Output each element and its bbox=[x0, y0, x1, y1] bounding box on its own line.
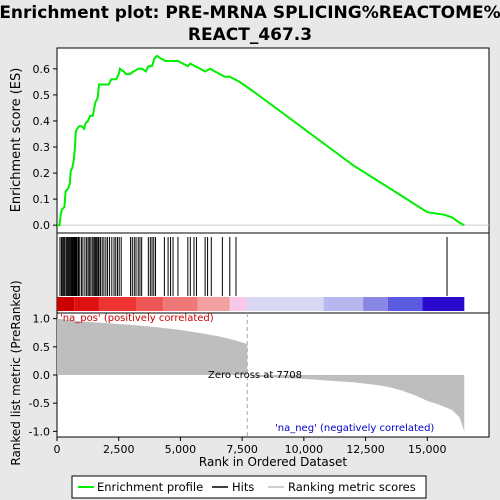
metric-y-tick-label: -0.5 bbox=[29, 397, 50, 410]
metric-y-tick-label: 0.5 bbox=[33, 341, 51, 354]
metric-y-tick-label: 1.0 bbox=[33, 313, 51, 326]
x-axis-label: Rank in Ordered Dataset bbox=[199, 455, 347, 469]
legend-ranking-metric: Ranking metric scores bbox=[288, 480, 416, 494]
es-panel: 0.0 0.1 0.2 0.3 0.4 0.5 0.6 Enrichment score (… bbox=[9, 47, 490, 234]
color-band-segment bbox=[57, 297, 75, 311]
chart-title-line1: Enrichment plot: PRE-MRNA SPLICING%REACT… bbox=[0, 3, 500, 23]
ranking-color-band bbox=[57, 297, 465, 311]
metric-y-tick-label: -1.0 bbox=[29, 425, 50, 438]
ranking-metric-area bbox=[57, 318, 465, 432]
es-y-tick-label: 0.0 bbox=[33, 219, 51, 232]
enrichment-profile-line bbox=[57, 54, 465, 227]
metric-panel: 1.0 0.5 0.0 -0.5 -1.0 0 2,500 5,000 7,500 10,000… bbox=[9, 280, 490, 469]
legend-hits: Hits bbox=[232, 480, 254, 494]
es-plot-area bbox=[56, 47, 490, 234]
hit-lines bbox=[59, 237, 448, 296]
metric-y-tick-label: 0.0 bbox=[33, 369, 51, 382]
color-band-segment bbox=[323, 297, 364, 311]
hits-panel bbox=[56, 232, 490, 314]
es-y-tick-label: 0.2 bbox=[33, 167, 51, 180]
color-band-segment bbox=[247, 297, 324, 311]
es-y-axis: 0.0 0.1 0.2 0.3 0.4 0.5 0.6 bbox=[33, 63, 57, 232]
metric-y-axis: 1.0 0.5 0.0 -0.5 -1.0 bbox=[29, 313, 57, 438]
es-y-tick-label: 0.3 bbox=[33, 141, 51, 154]
negative-correlation-label: 'na_neg' (negatively correlated) bbox=[275, 423, 434, 434]
color-band-segment bbox=[163, 297, 198, 311]
color-band-segment bbox=[229, 297, 248, 311]
rank-x-tick-label: 0 bbox=[54, 443, 61, 456]
es-y-tick-label: 0.1 bbox=[33, 193, 51, 206]
rank-x-tick-label: 15,000 bbox=[408, 443, 447, 456]
color-band-segment bbox=[197, 297, 230, 311]
legend-box bbox=[71, 475, 427, 499]
color-band-segment bbox=[387, 297, 423, 311]
color-band-segment bbox=[363, 297, 388, 311]
positive-correlation-label: 'na_pos' (positively correlated) bbox=[60, 313, 214, 324]
rank-x-tick-label: 7,500 bbox=[226, 443, 258, 456]
rank-x-axis: 0 2,500 5,000 7,500 10,000 12,500 15,000 bbox=[54, 437, 447, 456]
legend: Enrichment profile Hits Ranking metric s… bbox=[71, 475, 427, 499]
es-y-tick-label: 0.5 bbox=[33, 89, 51, 102]
rank-x-tick-label: 2,500 bbox=[103, 443, 135, 456]
rank-x-tick-label: 12,500 bbox=[346, 443, 385, 456]
es-y-axis-label: Enrichment score (ES) bbox=[9, 68, 24, 213]
color-band-segment bbox=[135, 297, 164, 311]
color-band-segment bbox=[98, 297, 136, 311]
es-y-tick-label: 0.6 bbox=[33, 63, 51, 76]
rank-x-tick-label: 5,000 bbox=[165, 443, 197, 456]
chart-title-line2: REACT_467.3 bbox=[188, 25, 312, 45]
zero-cross-label: Zero cross at 7708 bbox=[208, 370, 302, 381]
color-band-segment bbox=[422, 297, 465, 311]
color-band-segment bbox=[74, 297, 99, 311]
legend-enrichment-profile: Enrichment profile bbox=[97, 480, 203, 494]
metric-y-axis-label: Ranked list metric (PreRanked) bbox=[9, 280, 23, 465]
rank-x-tick-label: 10,000 bbox=[285, 443, 324, 456]
es-y-tick-label: 0.4 bbox=[33, 115, 51, 128]
